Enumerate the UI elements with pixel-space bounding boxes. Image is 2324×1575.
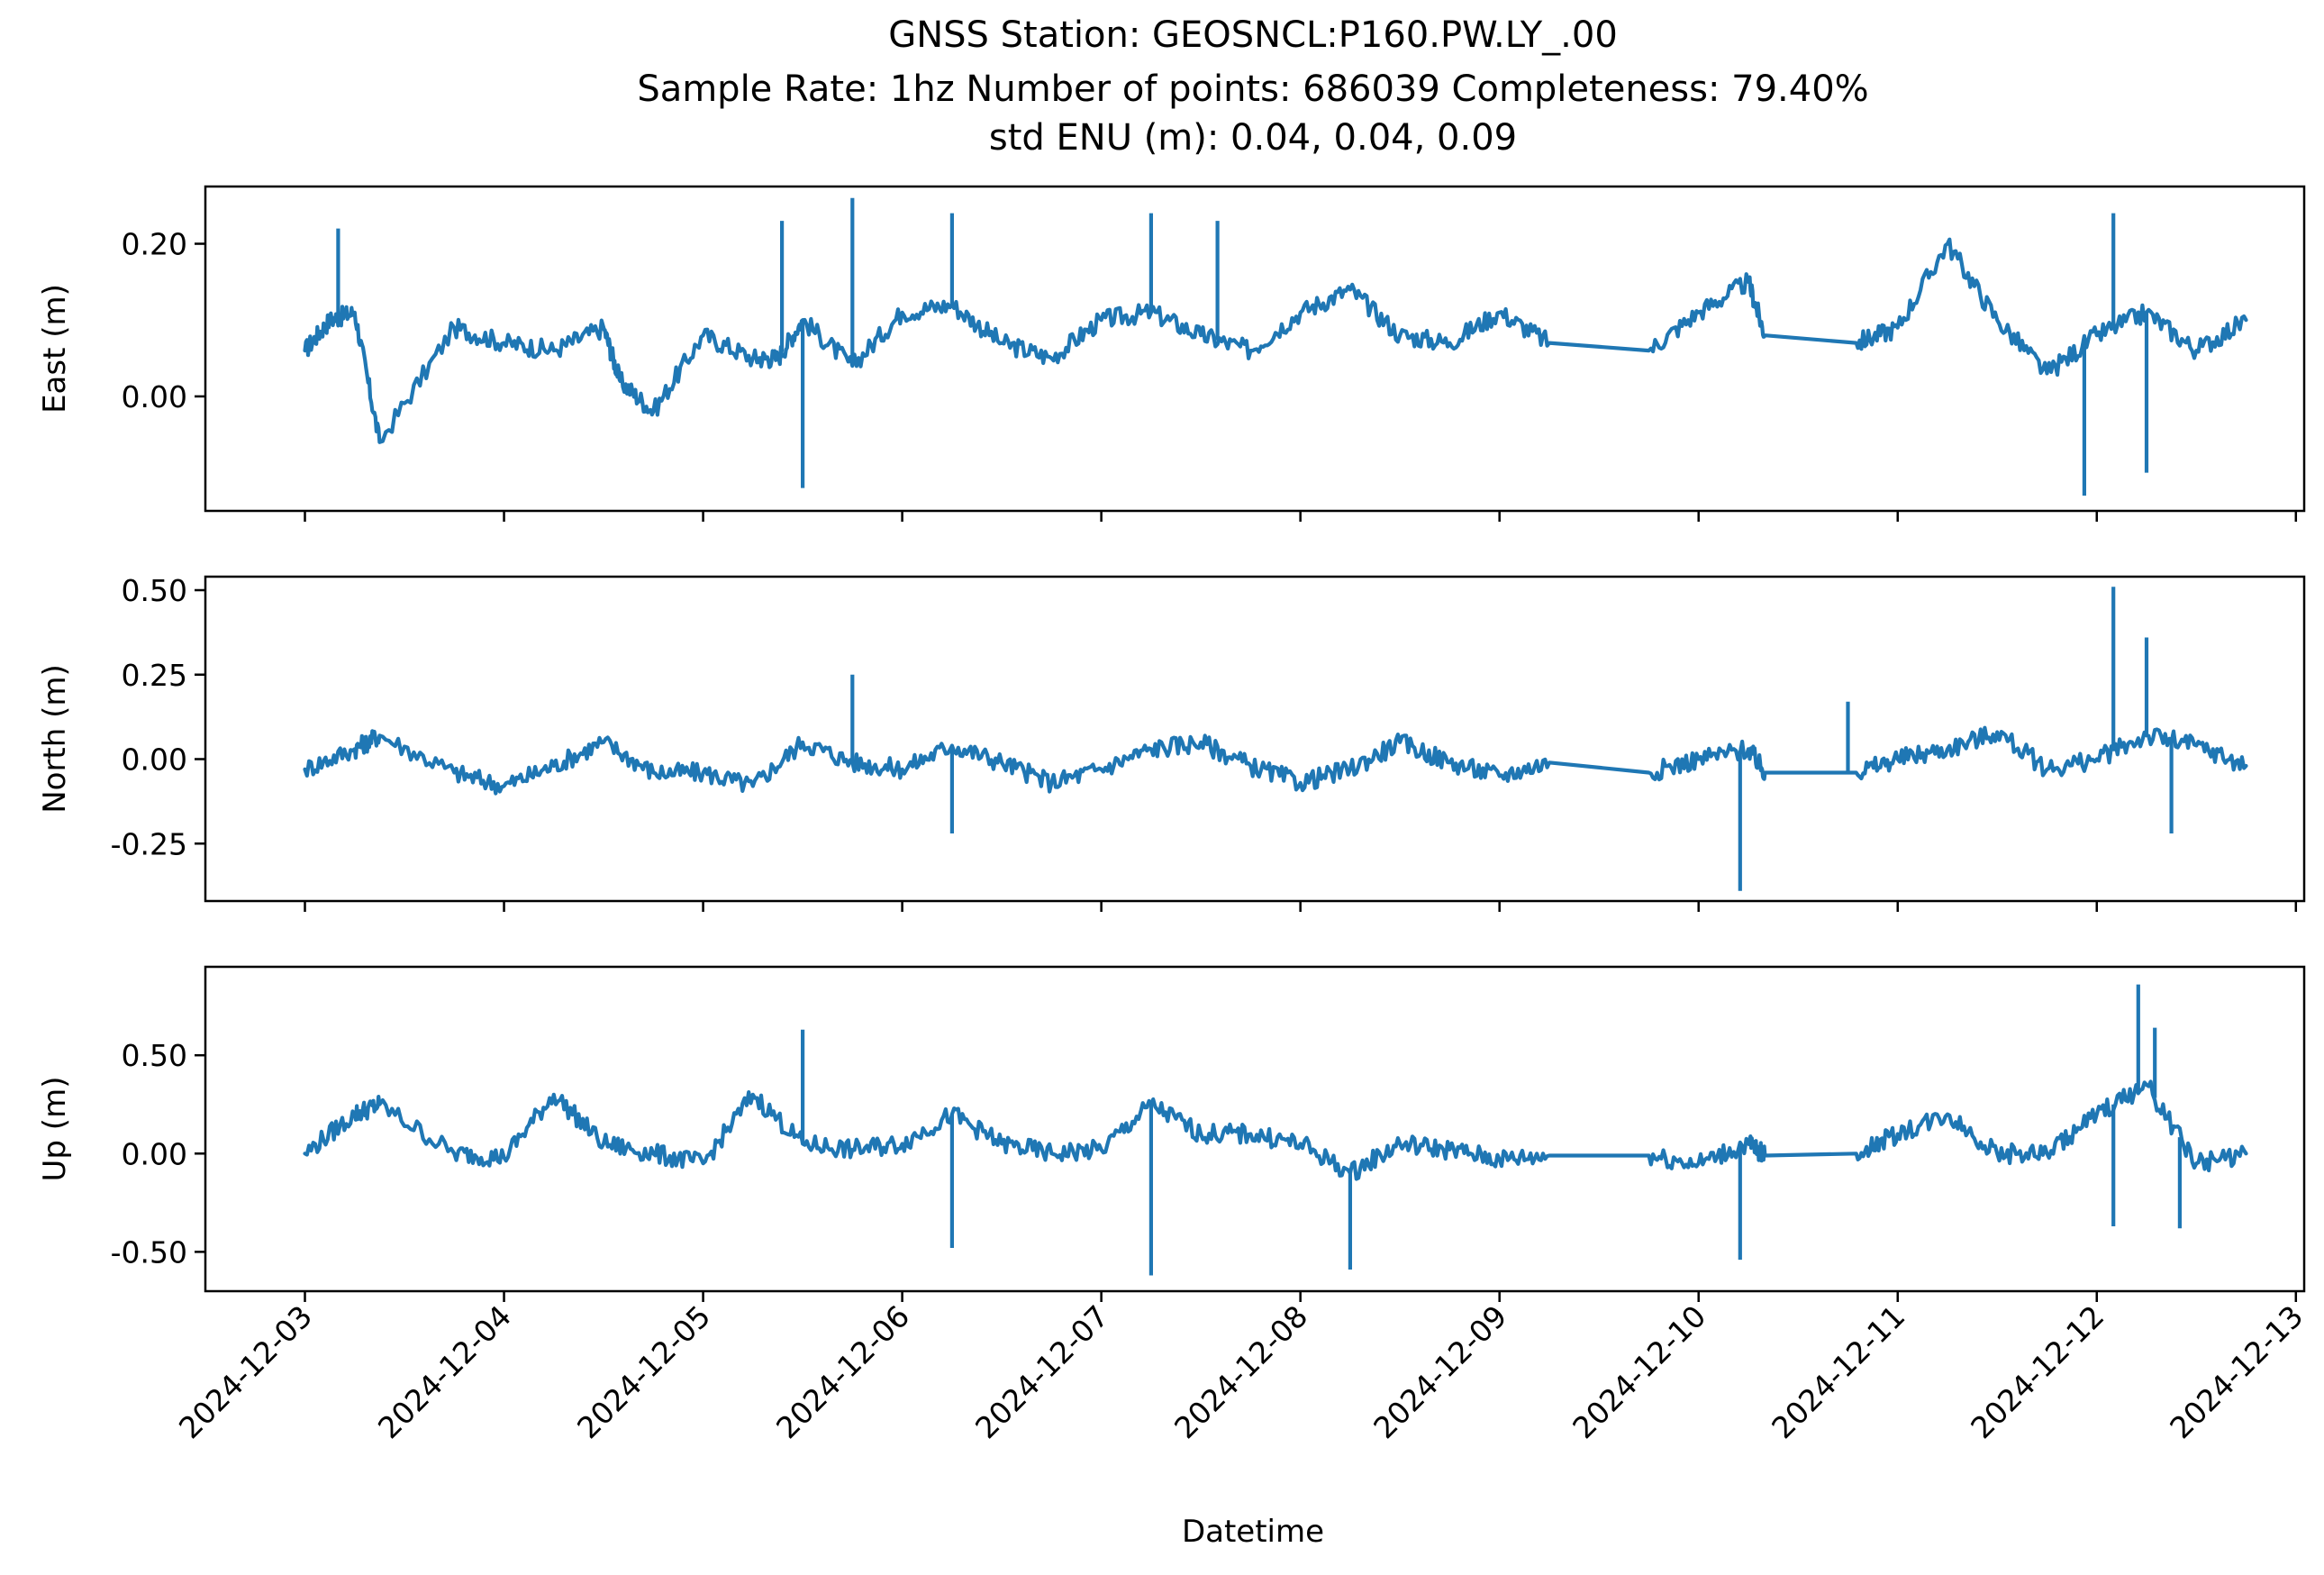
title-line-3: std ENU (m): 0.04, 0.04, 0.09 bbox=[989, 117, 1517, 159]
north-ytick-label: 0.00 bbox=[122, 742, 187, 778]
up-ytick-label: -0.50 bbox=[111, 1234, 187, 1270]
east-series-line bbox=[303, 237, 2248, 444]
up-ytick-label: 0.00 bbox=[122, 1136, 187, 1171]
north-series-line bbox=[303, 725, 2248, 796]
north-axes-frame bbox=[204, 575, 2306, 903]
east-y-axis-label: East (m) bbox=[37, 284, 73, 414]
north-ytick-label: -0.25 bbox=[111, 826, 187, 861]
up-y-axis-label: Up (m) bbox=[37, 1077, 73, 1182]
up-series-line bbox=[303, 1079, 2248, 1181]
north-ytick-label: 0.25 bbox=[122, 658, 187, 693]
up-axes-frame bbox=[204, 965, 2306, 1293]
title-line-2: Sample Rate: 1hz Number of points: 68603… bbox=[637, 68, 1868, 110]
east-axes: 0.00 0.20 East (m) bbox=[37, 185, 2306, 522]
up-ytick-label: 0.50 bbox=[122, 1038, 187, 1073]
north-y-axis-label: North (m) bbox=[37, 664, 73, 814]
title-line-1: GNSS Station: GEOSNCL:P160.PW.LY_.00 bbox=[888, 14, 1618, 56]
east-ytick-label: 0.00 bbox=[122, 379, 187, 414]
east-axes-frame bbox=[204, 185, 2306, 513]
north-axes: -0.25 0.00 0.25 0.50 North (m) bbox=[37, 573, 2306, 912]
x-axis-label: Datetime bbox=[1182, 1514, 1324, 1550]
east-ytick-label: 0.20 bbox=[122, 227, 187, 262]
north-ytick-label: 0.50 bbox=[122, 573, 187, 608]
